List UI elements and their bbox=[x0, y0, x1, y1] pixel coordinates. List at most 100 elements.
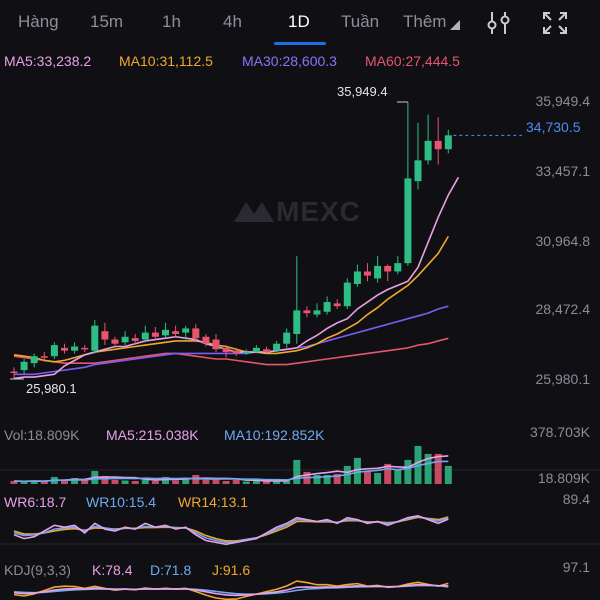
candle-body bbox=[141, 332, 149, 340]
volume-bar bbox=[141, 477, 149, 484]
candle-body bbox=[91, 325, 99, 351]
tab-line[interactable]: Hàng bbox=[18, 12, 59, 31]
kdj-d-value: D:71.8 bbox=[150, 562, 192, 578]
candle-body bbox=[182, 328, 190, 333]
volume-value: Vol:18.809K bbox=[4, 427, 80, 443]
mexc-logo-icon bbox=[234, 202, 274, 222]
volume-bar bbox=[101, 475, 109, 484]
candle-body bbox=[434, 140, 442, 150]
volume-bar bbox=[263, 481, 270, 484]
volume-ma5: MA5:215.038K bbox=[106, 427, 199, 443]
candle-body bbox=[343, 282, 351, 307]
volume-bar bbox=[121, 480, 129, 484]
ma5-value: MA5:33,238.2 bbox=[4, 53, 92, 69]
candle-body bbox=[323, 302, 331, 312]
watermark-text: MEXC bbox=[276, 196, 361, 227]
wr6-line bbox=[13, 514, 449, 546]
candle-body bbox=[61, 347, 68, 351]
volume-bar bbox=[364, 470, 371, 484]
ma30-value: MA30:28,600.3 bbox=[242, 53, 337, 69]
volume-bar bbox=[323, 474, 331, 484]
candle-body bbox=[232, 350, 240, 354]
candle-body bbox=[313, 310, 321, 315]
candle-body bbox=[131, 338, 139, 341]
kdj-title: KDJ(9,3,3) bbox=[4, 562, 71, 578]
volume-bar bbox=[151, 480, 159, 484]
candle-body bbox=[50, 345, 58, 357]
wr14-value: WR14:13.1 bbox=[178, 494, 249, 510]
volume-bar bbox=[404, 459, 412, 484]
volume-ma5-line bbox=[13, 455, 449, 483]
candle-body bbox=[374, 265, 382, 279]
volume-bar bbox=[293, 459, 301, 484]
volume-bar bbox=[81, 480, 89, 484]
candle-body bbox=[283, 332, 291, 344]
volume-axis-bottom: 18.809K bbox=[537, 470, 590, 486]
candle-body bbox=[30, 356, 38, 364]
volume-bar bbox=[61, 479, 68, 484]
price-axis-label: 33,457.1 bbox=[535, 163, 591, 179]
volume-bar bbox=[394, 468, 402, 484]
volume-ma10-line bbox=[13, 460, 449, 483]
volume-bar bbox=[353, 457, 361, 484]
volume-bar bbox=[71, 477, 79, 484]
candle-body bbox=[364, 271, 371, 276]
candle-body bbox=[192, 328, 200, 339]
volume-bar bbox=[162, 476, 169, 484]
tab-1d[interactable]: 1D bbox=[288, 12, 310, 31]
candle-body bbox=[121, 336, 129, 343]
candle-body bbox=[293, 310, 301, 334]
candle-body bbox=[20, 361, 28, 371]
candle-body bbox=[172, 331, 180, 334]
candle-body bbox=[424, 140, 432, 161]
tab-1h[interactable]: 1h bbox=[162, 12, 181, 31]
volume-bar bbox=[252, 480, 260, 484]
tab-15m[interactable]: 15m bbox=[90, 12, 124, 31]
volume-axis-top: 378.703K bbox=[530, 424, 590, 440]
candle-body bbox=[353, 271, 361, 284]
volume-ma10: MA10:192.852K bbox=[224, 427, 325, 443]
candle-body bbox=[444, 135, 452, 150]
candle-body bbox=[394, 263, 402, 272]
candle-body bbox=[414, 160, 422, 182]
candle-body bbox=[101, 331, 109, 340]
candle-body bbox=[252, 347, 260, 353]
kdj-axis-top: 97.1 bbox=[562, 559, 590, 575]
volume-bar bbox=[212, 477, 220, 484]
candle-body bbox=[242, 352, 250, 354]
volume-bar bbox=[131, 480, 139, 484]
timeframe-tab-bar: Hàng 15m 1h 4h 1D Tuần Thêm bbox=[0, 0, 600, 46]
candle-body bbox=[273, 343, 281, 351]
volume-bar bbox=[444, 465, 452, 484]
volume-bar bbox=[202, 479, 210, 484]
volume-bar bbox=[10, 480, 18, 484]
sliders-icon[interactable] bbox=[485, 10, 513, 36]
dropdown-triangle-icon bbox=[450, 20, 460, 30]
tab-more[interactable]: Thêm bbox=[403, 12, 447, 31]
tab-week[interactable]: Tuần bbox=[341, 12, 380, 31]
candle-body bbox=[222, 347, 230, 353]
ma10-value: MA10:31,112.5 bbox=[119, 53, 213, 69]
ma30-line bbox=[14, 305, 449, 376]
fullscreen-icon[interactable] bbox=[541, 10, 569, 36]
candle-body bbox=[10, 371, 18, 374]
volume-bar bbox=[273, 479, 281, 484]
price-axis-label: 28,472.4 bbox=[535, 301, 591, 317]
tab-4h[interactable]: 4h bbox=[223, 12, 242, 31]
candle-body bbox=[111, 339, 119, 344]
current-price-tag: 34,730.5 bbox=[526, 119, 581, 135]
high-price-label: 35,949.4 bbox=[337, 84, 388, 99]
kdj-j-value: J:91.6 bbox=[212, 562, 251, 578]
wr-axis-top: 89.4 bbox=[562, 491, 590, 507]
volume-bar bbox=[313, 474, 321, 484]
ma10-line bbox=[13, 235, 449, 363]
candle-body bbox=[384, 265, 392, 272]
volume-bar bbox=[242, 481, 250, 484]
active-tab-indicator bbox=[274, 42, 326, 45]
candle-body bbox=[404, 178, 412, 264]
volume-bar bbox=[424, 453, 432, 484]
candle-body bbox=[202, 336, 210, 344]
price-axis-label: 25,980.1 bbox=[535, 371, 591, 387]
volume-bar bbox=[222, 480, 230, 484]
